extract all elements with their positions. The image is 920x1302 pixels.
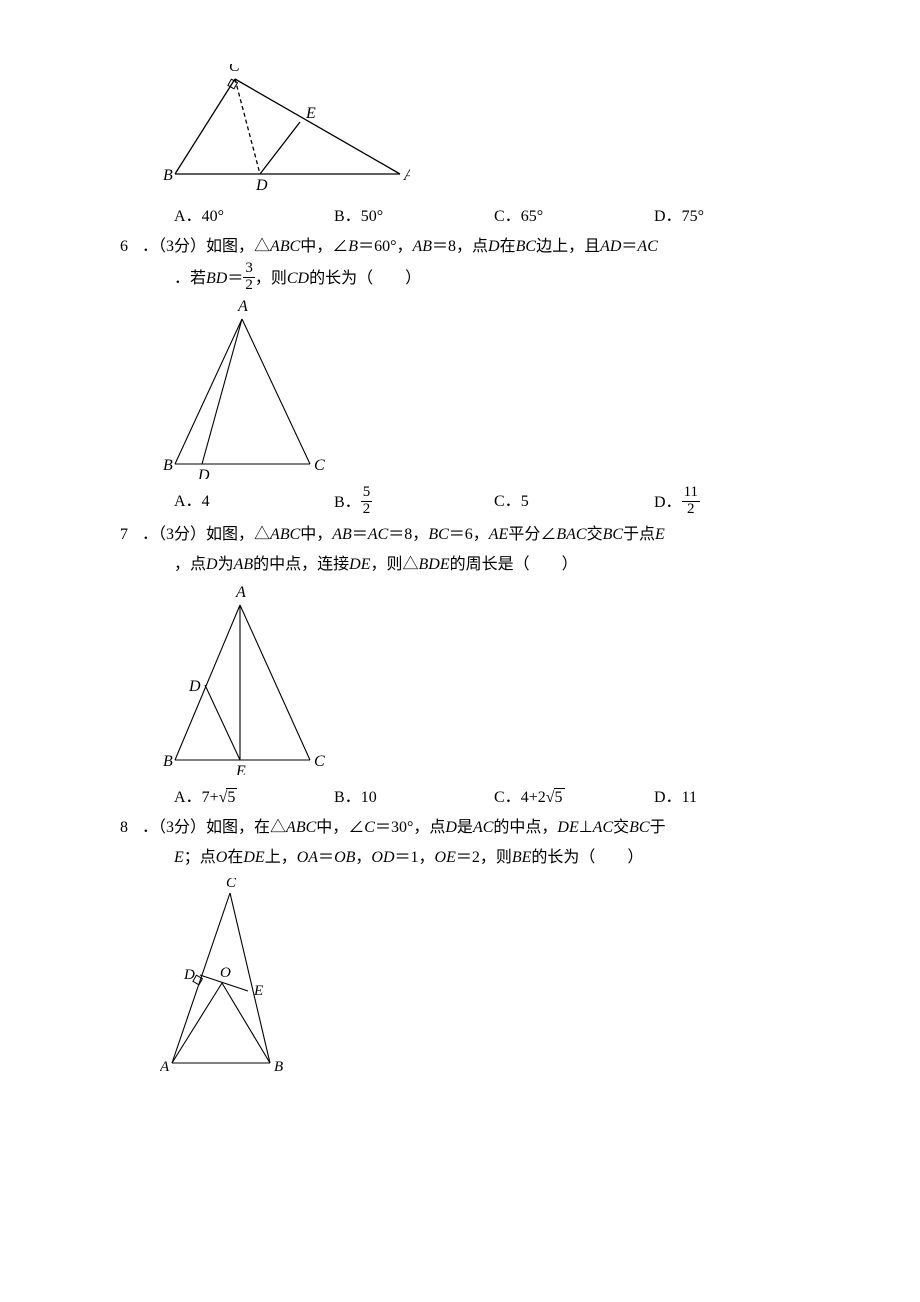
q5-opt-a[interactable]: A．40° xyxy=(174,202,334,232)
q7-cont: ，点D为AB的中点，连接DE，则△BDE的周长是（ ） xyxy=(174,550,820,580)
svg-text:D: D xyxy=(188,678,201,695)
q7-opt-c[interactable]: C．4+2√5 xyxy=(494,783,654,813)
q6-figure: B D C A xyxy=(160,299,820,479)
svg-text:D: D xyxy=(183,967,195,983)
svg-text:B: B xyxy=(274,1059,283,1075)
svg-text:E: E xyxy=(235,763,246,775)
q6-options: A．4 B．52 C．5 D．112 xyxy=(174,487,820,520)
svg-text:C: C xyxy=(229,64,240,75)
q7-figure: B E C A D xyxy=(160,585,820,775)
svg-text:B: B xyxy=(163,167,173,184)
fig8-svg: A B C D E O xyxy=(160,878,300,1078)
svg-text:A: A xyxy=(237,299,248,315)
q5-options: A．40° B．50° C．65° D．75° xyxy=(174,202,820,232)
q7-opt-d[interactable]: D．11 xyxy=(654,783,814,813)
svg-text:A: A xyxy=(403,167,410,184)
q6-stem: 6．（3分）如图，△ABC中，∠B＝60°，AB＝8，点D在BC边上，且AD＝A… xyxy=(120,232,820,262)
svg-text:D: D xyxy=(255,177,268,194)
svg-text:E: E xyxy=(305,105,316,122)
q7-opt-b[interactable]: B．10 xyxy=(334,783,494,813)
q6-opt-a[interactable]: A．4 xyxy=(174,487,334,520)
q7-opt-a[interactable]: A．7+√5 xyxy=(174,783,334,813)
q5-opt-c[interactable]: C．65° xyxy=(494,202,654,232)
svg-text:B: B xyxy=(163,753,173,770)
q6-opt-d[interactable]: D．112 xyxy=(654,487,814,520)
q5-figure: B D A C E xyxy=(160,64,820,194)
fig5-svg: B D A C E xyxy=(160,64,410,194)
svg-text:C: C xyxy=(226,878,237,891)
q6-cont: ．若BD＝32，则CD的长为（ ） xyxy=(174,263,820,296)
svg-text:C: C xyxy=(314,753,325,770)
svg-text:O: O xyxy=(220,965,231,981)
q7-stem: 7．（3分）如图，△ABC中，AB＝AC＝8，BC＝6，AE平分∠BAC交BC于… xyxy=(120,520,820,550)
q8-figure: A B C D E O xyxy=(160,878,820,1078)
svg-text:C: C xyxy=(314,457,325,474)
q8-stem: 8．（3分）如图，在△ABC中，∠C＝30°，点D是AC的中点，DE⊥AC交BC… xyxy=(120,813,820,843)
q6-opt-c[interactable]: C．5 xyxy=(494,487,654,520)
q6-frac: 32 xyxy=(243,261,255,294)
q5-opt-b[interactable]: B．50° xyxy=(334,202,494,232)
q5-opt-d[interactable]: D．75° xyxy=(654,202,814,232)
fig6-svg: B D C A xyxy=(160,299,330,479)
q7-options: A．7+√5 B．10 C．4+2√5 D．11 xyxy=(174,783,820,813)
svg-text:B: B xyxy=(163,457,173,474)
svg-text:D: D xyxy=(197,467,210,479)
fig7-svg: B E C A D xyxy=(160,585,330,775)
svg-text:E: E xyxy=(253,983,263,999)
svg-text:A: A xyxy=(235,585,246,601)
q6-opt-b[interactable]: B．52 xyxy=(334,487,494,520)
svg-text:A: A xyxy=(160,1059,170,1075)
q8-cont: E；点O在DE上，OA＝OB，OD＝1，OE＝2，则BE的长为（ ） xyxy=(174,843,820,873)
